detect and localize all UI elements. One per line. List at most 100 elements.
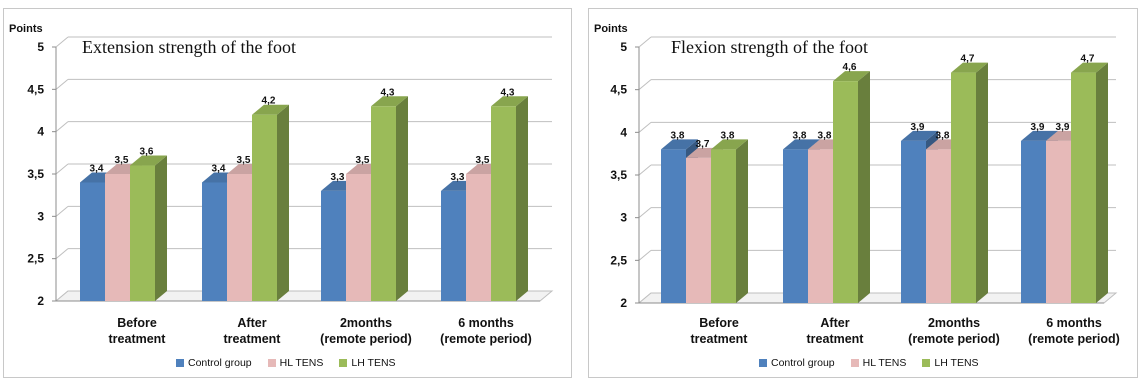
bar-top: [491, 96, 528, 107]
chart-legend: Control group HL TENS LH TENS: [176, 357, 396, 369]
data-label: 3,8: [721, 130, 735, 141]
bar: [371, 96, 408, 302]
bar-front: [491, 106, 516, 302]
x-category-label: Before treatment: [108, 316, 166, 346]
gridline-side: [55, 78, 69, 90]
data-label: 3,9: [1056, 122, 1070, 133]
bar-side: [736, 139, 748, 303]
y-tick-label: 4,5: [27, 82, 44, 96]
data-label: 4,2: [262, 96, 276, 107]
data-label: 4,6: [843, 62, 857, 73]
bar-front: [808, 149, 833, 303]
gridline-side: [638, 36, 652, 48]
bar-front: [661, 149, 686, 303]
bar-side: [1096, 62, 1108, 303]
legend-swatch: [759, 359, 767, 367]
data-label: 3,4: [212, 163, 226, 174]
bar-front: [441, 190, 466, 301]
bar-front: [80, 182, 105, 301]
legend-label: HL TENS: [279, 357, 324, 369]
bar-top: [711, 139, 748, 150]
legend-item: HL TENS: [850, 357, 907, 369]
bar-top: [783, 139, 820, 150]
legend-item: Control group: [759, 357, 835, 369]
x-category-label: 2months (remote period): [908, 316, 1000, 346]
x-category-label: 6 months (remote period): [1028, 316, 1120, 346]
legend-swatch: [850, 359, 859, 367]
bar-front: [346, 174, 371, 301]
bar-top: [951, 62, 988, 73]
bar-top: [1071, 62, 1108, 73]
bar-top: [901, 130, 938, 141]
data-label: 3,9: [911, 122, 925, 133]
y-tick-label: 3,5: [610, 168, 627, 182]
x-category-label: After treatment: [223, 316, 281, 346]
legend-swatch: [339, 359, 348, 367]
data-label: 3,5: [237, 155, 251, 166]
y-tick-label: 4,5: [610, 83, 627, 97]
y-tick-label: 3: [37, 209, 44, 223]
gridline-side: [55, 248, 69, 260]
y-tick-label: 4: [37, 125, 44, 139]
data-label: 3,5: [115, 155, 129, 166]
data-label: 4,7: [961, 54, 975, 65]
bar-front: [252, 114, 277, 301]
data-label: 4,3: [381, 87, 395, 98]
bar-side: [976, 62, 988, 303]
legend-item: Control group: [176, 357, 252, 369]
bar-front: [105, 174, 130, 301]
bar-side: [858, 71, 870, 303]
gridline-side: [638, 164, 652, 176]
data-label: 3,8: [793, 130, 807, 141]
bar-front: [833, 81, 858, 303]
x-category-label: 6 months (remote period): [440, 316, 532, 346]
bar-top: [252, 104, 289, 115]
bar-front: [686, 157, 711, 303]
y-tick-label: 2,5: [27, 252, 44, 266]
legend-label: Control group: [188, 357, 252, 369]
bar: [252, 104, 289, 301]
bar: [951, 62, 988, 303]
legend-label: Control group: [771, 357, 835, 369]
y-tick-label: 3,5: [27, 167, 44, 181]
bar: [491, 96, 528, 302]
data-label: 3,8: [936, 130, 950, 141]
bar-front: [466, 174, 491, 301]
gridline-side: [55, 121, 69, 133]
gridline-side: [55, 163, 69, 175]
bar-side: [516, 96, 528, 302]
bar: [711, 139, 748, 303]
legend-item: HL TENS: [267, 357, 324, 369]
y-tick-label: 2: [37, 294, 44, 308]
gridline-side: [638, 249, 652, 261]
bar-front: [951, 72, 976, 303]
y-tick-label: 2,5: [610, 253, 627, 267]
bar-top: [371, 96, 408, 107]
bar: [833, 71, 870, 303]
flexion-chart-canvas: 2 2,5 3 3,5 4 4,5 5 3,8 3,7 3,8 3,8 3,8 4,6 3,9 3,8 4,7…: [610, 36, 1118, 310]
data-label: 3,3: [451, 172, 465, 183]
chart-legend: Control group HL TENS LH TENS: [759, 357, 979, 369]
bar-front: [926, 149, 951, 303]
data-label: 3,6: [140, 147, 154, 158]
gridline-side: [55, 36, 69, 48]
bar: [1071, 62, 1108, 303]
bar-side: [396, 96, 408, 302]
legend-label: HL TENS: [862, 357, 907, 369]
extension-chart-canvas: 2 2,5 3 3,5 4 4,5 5 3,4 3,5 3,6 3,4 3,5 4,2 3,3 3,5 4,3…: [27, 36, 554, 308]
bar-front: [130, 165, 155, 301]
data-label: 4,3: [501, 87, 515, 98]
bar-side: [277, 104, 289, 301]
y-axis-unit-label: Points: [594, 23, 628, 35]
y-tick-label: 4: [620, 125, 627, 139]
bar-top: [661, 139, 698, 150]
legend-swatch: [922, 359, 931, 367]
x-category-label: 2months (remote period): [320, 316, 412, 346]
bar-front: [1071, 72, 1096, 303]
legend-swatch: [176, 359, 184, 367]
bar-front: [202, 182, 227, 301]
data-label: 3,3: [331, 172, 345, 183]
y-axis-unit-label: Points: [9, 23, 43, 35]
gridline-side: [55, 205, 69, 217]
bar-front: [711, 149, 736, 303]
